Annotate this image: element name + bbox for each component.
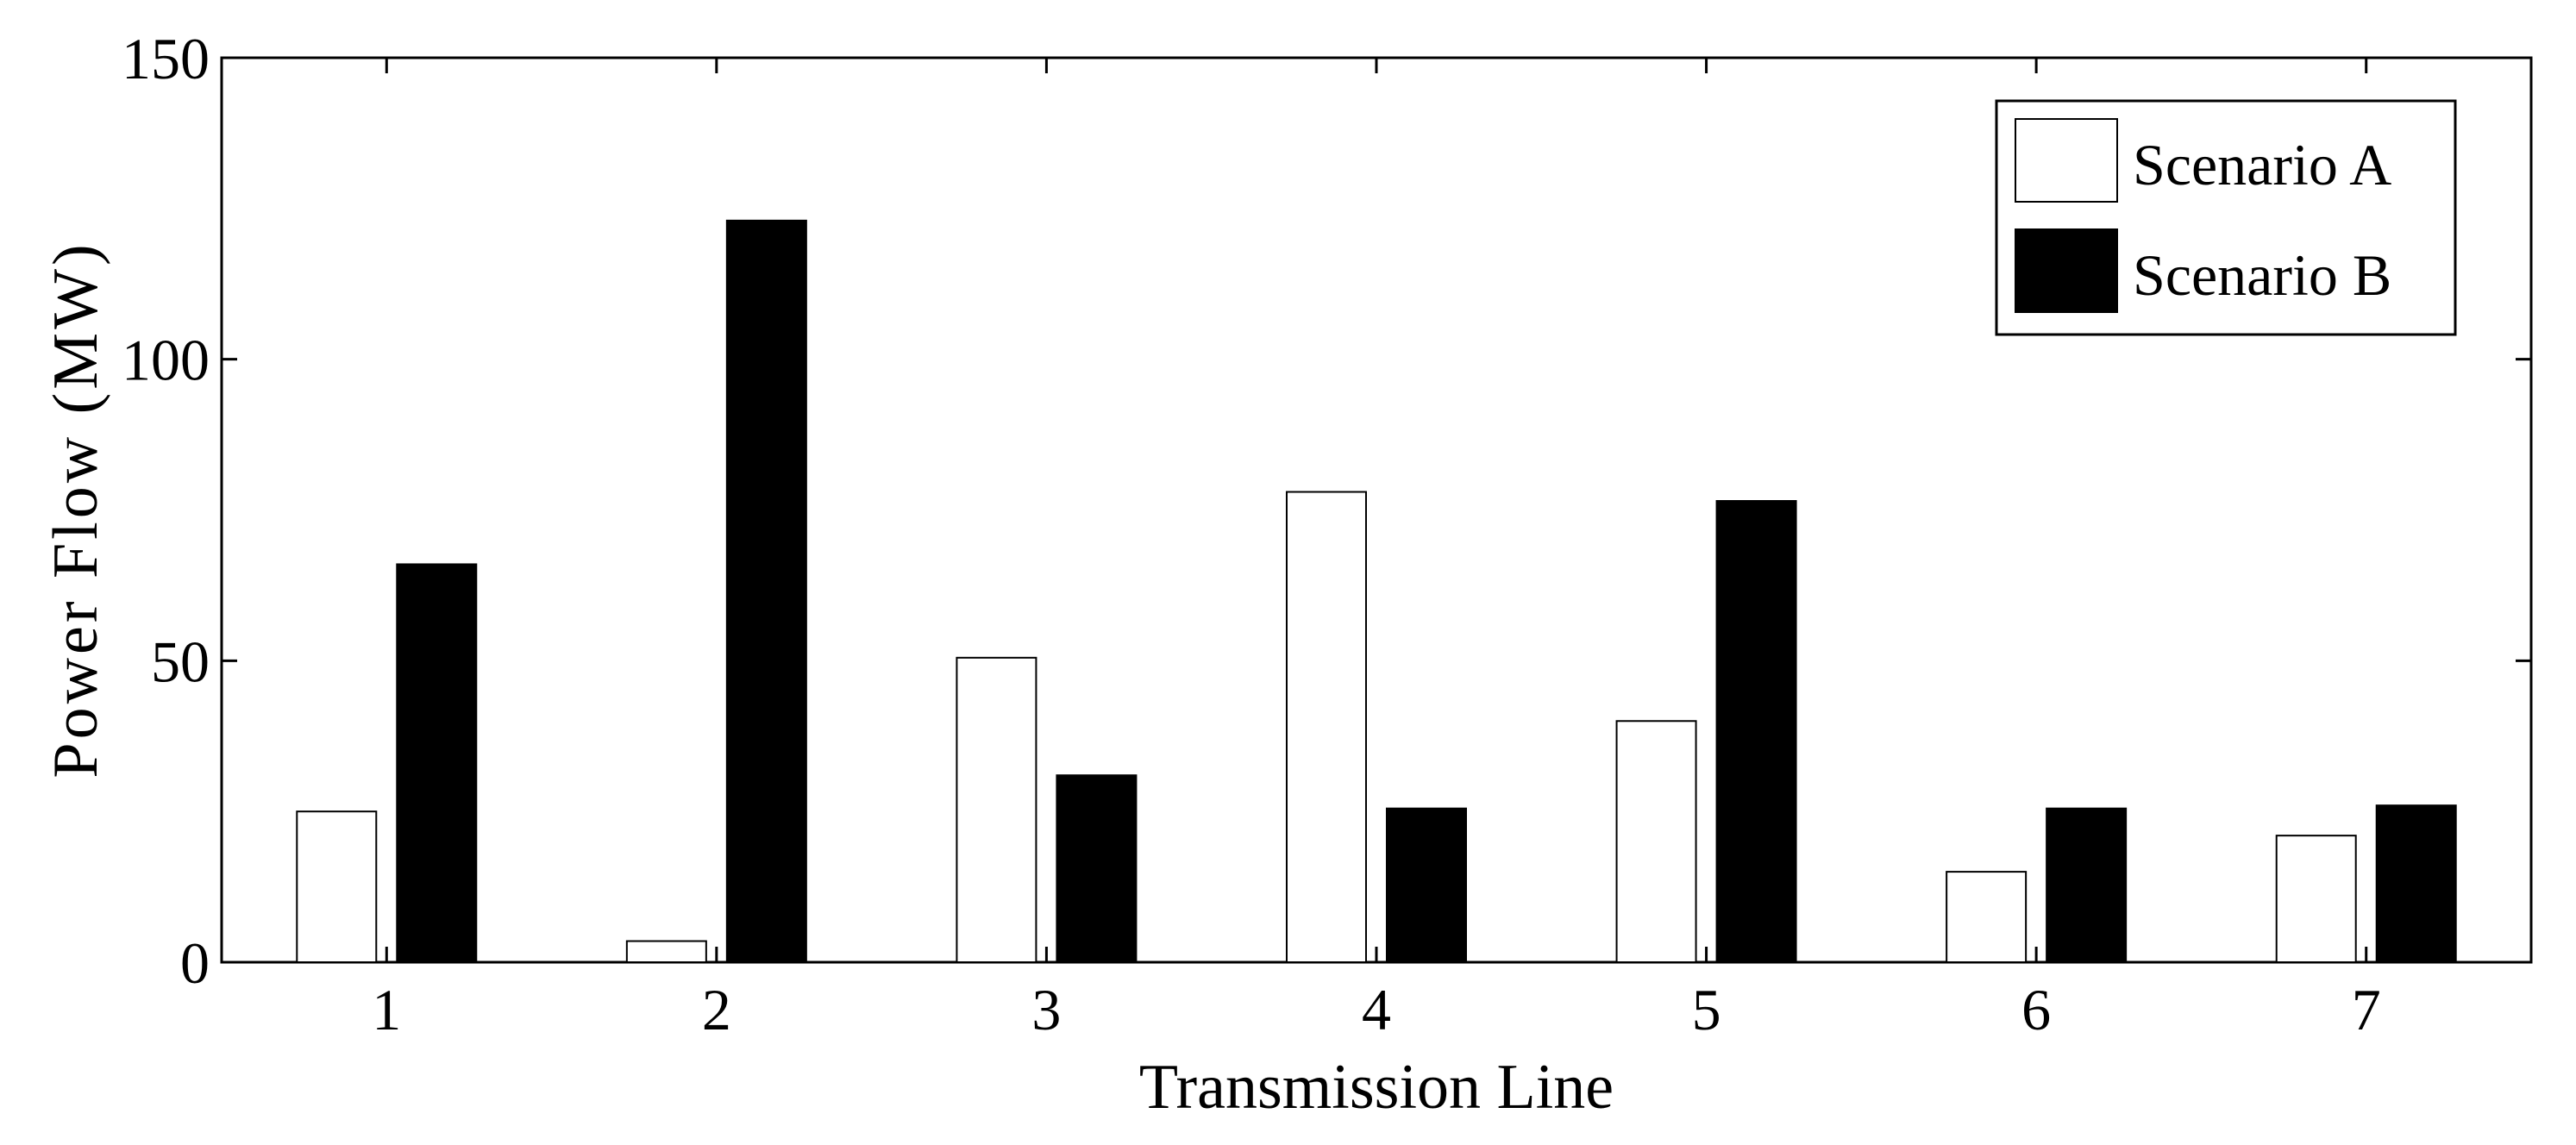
y-tick-label: 50 (151, 629, 210, 694)
x-tick-label: 3 (1031, 977, 1061, 1042)
bar-scenario-b-line-1 (396, 563, 478, 963)
legend-label-scenario-a: Scenario A (2133, 132, 2391, 197)
x-axis-label: Transmission Line (1139, 1052, 1614, 1123)
x-tick-label: 5 (1692, 977, 1721, 1042)
y-tick-label: 150 (122, 26, 210, 91)
axis-ticks (222, 56, 2531, 964)
bar-scenario-b-line-5 (1715, 500, 1797, 963)
bar-scenario-b-line-3 (1056, 774, 1138, 963)
bar-scenario-a-line-2 (625, 940, 707, 963)
bar-scenario-b-line-2 (725, 219, 807, 963)
bar-scenario-a-line-3 (956, 656, 1037, 963)
x-tick-label: 1 (372, 977, 401, 1042)
bar-scenario-a-line-7 (2275, 835, 2357, 964)
legend-swatch-scenario-a (2015, 118, 2118, 203)
bar-scenario-a-line-5 (1615, 720, 1697, 963)
y-axis-label: Power Flow (MW) (41, 241, 111, 778)
legend-label-scenario-b: Scenario B (2133, 242, 2391, 308)
tick-labels: 0 50 100 150 1 2 3 4 5 6 7 (122, 26, 2381, 1042)
legend: Scenario A Scenario B (1995, 99, 2457, 336)
bar-scenario-b-line-7 (2375, 804, 2457, 963)
bar-scenario-a-line-1 (296, 810, 378, 964)
y-tick-label: 0 (180, 930, 210, 996)
bar-scenario-a-line-6 (1946, 871, 2028, 963)
bar-scenario-b-line-4 (1386, 807, 1467, 963)
y-tick-label: 100 (122, 328, 210, 393)
bars (296, 219, 2457, 964)
x-tick-label: 2 (702, 977, 731, 1042)
x-tick-label: 6 (2021, 977, 2051, 1042)
legend-swatch-scenario-b (2015, 228, 2118, 313)
x-tick-label: 7 (2352, 977, 2381, 1042)
x-tick-label: 4 (1362, 977, 1391, 1042)
bar-scenario-b-line-6 (2046, 807, 2128, 963)
bar-scenario-a-line-4 (1286, 491, 1367, 963)
